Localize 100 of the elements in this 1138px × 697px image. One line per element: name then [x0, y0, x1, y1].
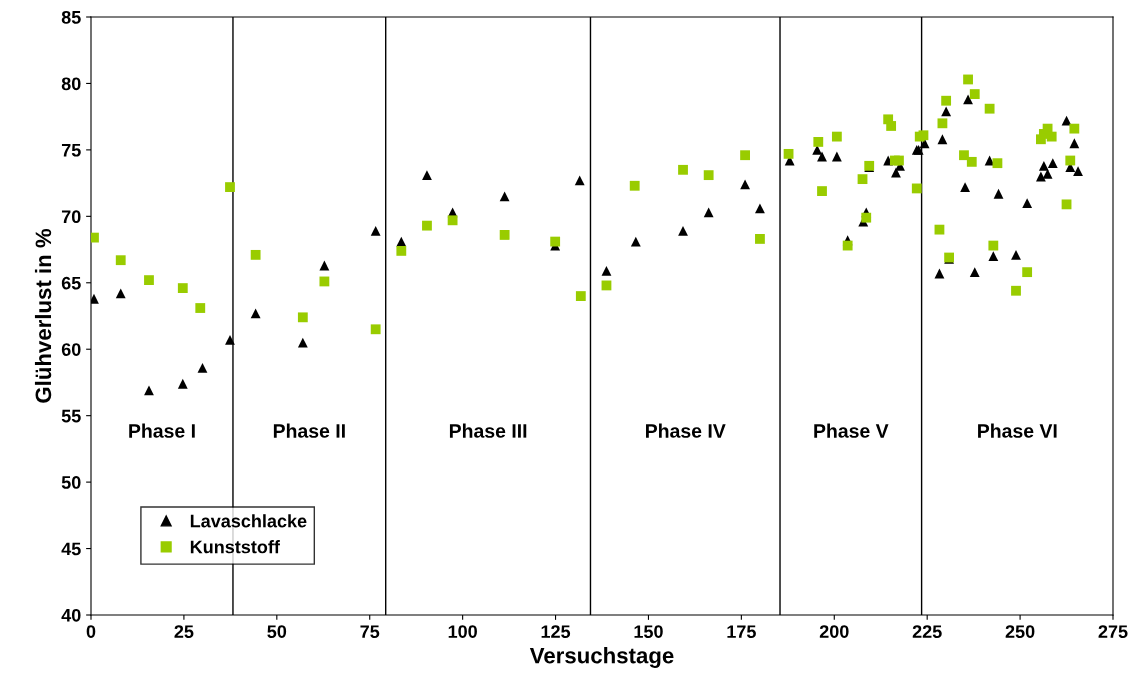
point [1073, 166, 1083, 177]
point [319, 260, 330, 271]
point [740, 179, 750, 190]
y-tick-label: 50 [61, 476, 81, 489]
point [993, 188, 1004, 199]
point [755, 234, 765, 244]
y-tick-label: 80 [61, 77, 81, 91]
point [297, 337, 308, 348]
point [969, 89, 980, 99]
x-tick-label: 150 [634, 625, 663, 638]
point [755, 203, 765, 214]
x-tick-label: 25 [174, 625, 194, 638]
point [447, 215, 458, 226]
y-tick-label: 85 [61, 10, 81, 24]
point [1047, 158, 1058, 169]
point [831, 151, 842, 162]
point [370, 324, 381, 335]
point [630, 236, 641, 247]
point [783, 148, 794, 159]
point [886, 121, 897, 131]
point [963, 94, 973, 105]
point [115, 288, 126, 299]
y-tick-label: 40 [61, 608, 81, 622]
point [988, 240, 999, 251]
point [195, 303, 206, 313]
point [422, 170, 432, 181]
point [1069, 123, 1080, 134]
point [115, 255, 126, 266]
point [144, 275, 154, 286]
point [894, 155, 904, 166]
point [861, 212, 872, 223]
x-tick-label: 200 [819, 625, 849, 638]
point [1061, 115, 1072, 126]
x-tick-label: 175 [727, 625, 756, 638]
point [941, 106, 952, 117]
x-axis-title: Versuchstage [529, 647, 674, 668]
point [1038, 160, 1049, 171]
point [918, 130, 929, 141]
y-axis-title: Glühverlust in % [34, 228, 52, 403]
legend-label: Kunststoff [190, 540, 280, 554]
point [197, 362, 208, 373]
point [575, 291, 586, 301]
point [225, 182, 235, 193]
x-tick-label: 250 [1005, 625, 1035, 638]
point [960, 182, 970, 193]
point [992, 158, 1003, 169]
point [703, 207, 714, 218]
point [550, 236, 561, 247]
point [1022, 198, 1033, 208]
point [740, 150, 750, 161]
point [144, 385, 154, 396]
point [678, 164, 688, 175]
point [1069, 138, 1080, 149]
point [934, 224, 945, 235]
y-tick-label: 45 [61, 542, 81, 556]
annotation: Phase V [814, 423, 889, 438]
y-tick-label: 55 [61, 409, 81, 423]
point [937, 134, 948, 145]
point [941, 95, 952, 106]
point [422, 220, 432, 231]
point [813, 137, 824, 147]
point [1011, 285, 1021, 296]
point [678, 226, 688, 236]
point [963, 74, 973, 85]
annotation: Phase II [273, 423, 345, 438]
point [966, 156, 977, 167]
y-tick-label: 60 [61, 343, 81, 356]
point [396, 236, 407, 247]
point [1035, 171, 1046, 182]
y-tick-label: 65 [61, 276, 81, 290]
point [177, 283, 188, 293]
point [959, 150, 969, 161]
point [396, 245, 407, 256]
point [842, 240, 853, 251]
point [1065, 155, 1076, 166]
x-tick-label: 125 [541, 625, 571, 638]
point [934, 268, 945, 279]
point [319, 276, 330, 287]
point [857, 174, 868, 185]
point [250, 249, 261, 260]
x-tick-label: 0 [86, 625, 96, 638]
point [969, 267, 980, 278]
x-tick-label: 275 [1098, 625, 1128, 638]
point [1046, 131, 1057, 142]
annotation: Phase VI [978, 423, 1057, 438]
point [1011, 249, 1021, 260]
point [937, 118, 948, 129]
annotation: Phase IV [646, 423, 726, 438]
y-tick-label: 75 [61, 144, 81, 157]
point [629, 180, 640, 191]
x-tick-label: 75 [360, 625, 380, 638]
point [911, 183, 922, 194]
annotation: Phase I [129, 423, 195, 438]
point [499, 191, 510, 202]
point [988, 251, 999, 262]
point [984, 103, 995, 114]
point [574, 175, 585, 186]
point [499, 230, 510, 240]
point [250, 308, 261, 319]
point [1061, 199, 1072, 210]
